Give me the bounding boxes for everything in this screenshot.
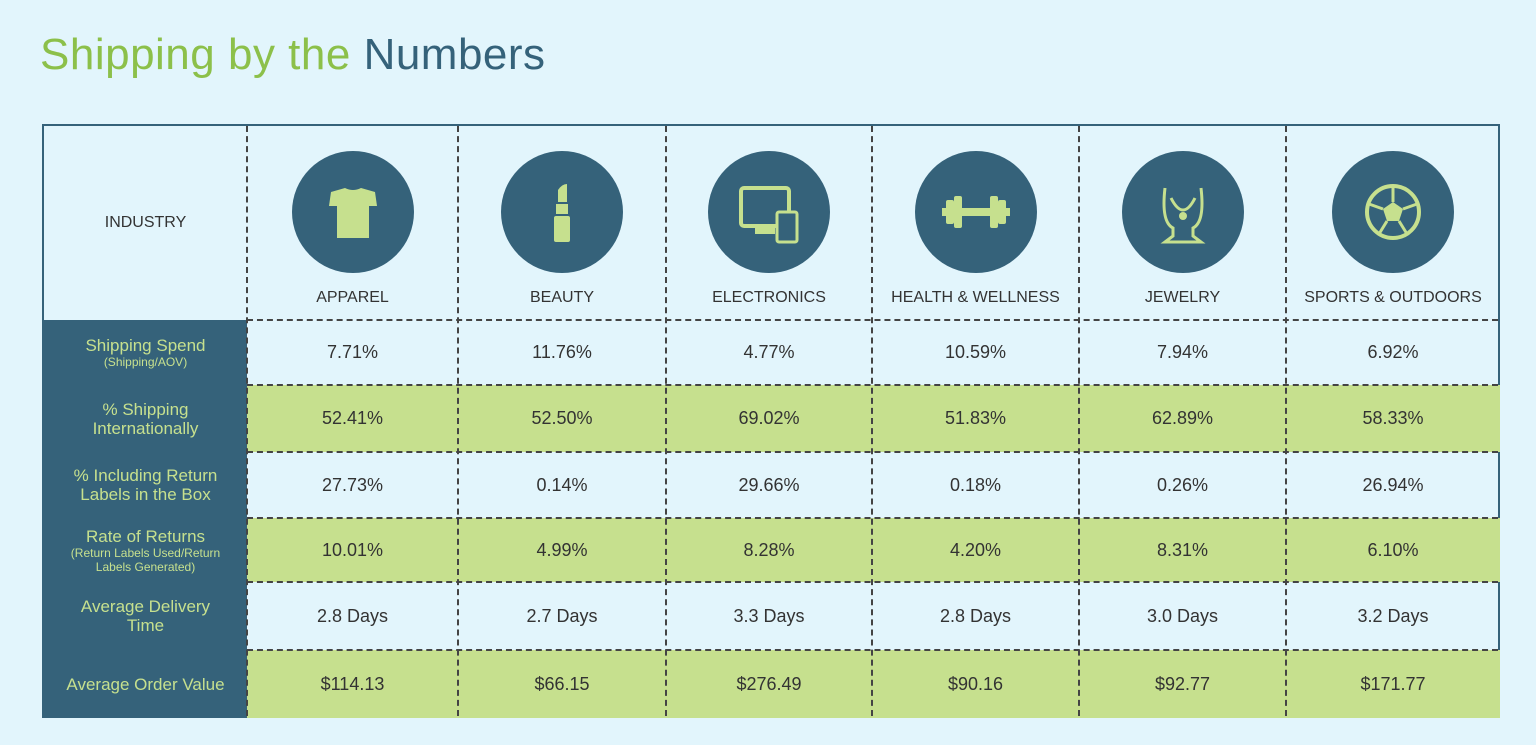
- dumbbell-circle: [914, 151, 1037, 273]
- soccer-ball-icon: [1365, 184, 1421, 240]
- industry-name: JEWELRY: [1144, 289, 1221, 306]
- table-cell: 6.92%: [1367, 342, 1419, 362]
- dumbbell-icon: [941, 196, 1010, 228]
- table-cell: 0.14%: [536, 474, 588, 495]
- table-cell: 0.26%: [1156, 474, 1209, 495]
- table-cell: 11.76%: [532, 342, 592, 362]
- table-cell: 3.0 Days: [1146, 605, 1219, 626]
- row-label: Shipping Spend (Shipping/AOV): [44, 320, 247, 385]
- row-label-text: Average Delivery Time: [80, 597, 211, 635]
- table-cell: 69.02%: [666, 385, 872, 452]
- table-cell: 62.89%: [1079, 385, 1286, 452]
- industry-name: SPORTS & OUTDOORS: [1304, 289, 1482, 306]
- row-divider: [247, 451, 1498, 453]
- table-cell: 29.66%: [738, 474, 800, 495]
- table-cell: 8.28%: [666, 518, 872, 582]
- table-cell: 7.71%: [326, 342, 379, 362]
- row-label-sub: (Return Labels Used/Return Labels Genera…: [70, 545, 221, 574]
- row-label-text: % Shipping Internationally: [92, 399, 199, 438]
- table-cell: 27.73%: [321, 474, 384, 495]
- page-title: Shipping by the Numbers: [40, 30, 546, 79]
- table-cell: 10.59%: [944, 342, 1007, 362]
- table-cell: 58.33%: [1286, 385, 1500, 452]
- row-label: Average Delivery Time: [44, 582, 247, 650]
- table-cell: 0.18%: [949, 474, 1002, 495]
- industry-name: ELECTRONICS: [712, 289, 826, 306]
- industry-header: INDUSTRY: [104, 214, 187, 231]
- column-divider: [1078, 126, 1080, 716]
- tshirt-circle: [291, 151, 414, 273]
- soccer-ball-circle: [1332, 151, 1454, 273]
- lipstick-icon: [554, 184, 570, 242]
- table-cell: 2.8 Days: [316, 605, 389, 626]
- row-label-text: Average Order Value: [66, 674, 225, 694]
- column-divider: [1285, 126, 1287, 716]
- table-cell: 6.10%: [1286, 518, 1500, 582]
- industry-name: BEAUTY: [529, 289, 594, 306]
- row-label-text: Rate of Returns: [85, 526, 206, 546]
- table-cell: 3.3 Days: [733, 605, 805, 626]
- necklace-icon: [1160, 187, 1205, 244]
- row-divider: [247, 517, 1498, 519]
- column-divider: [665, 126, 667, 716]
- table-cell: 4.99%: [458, 518, 666, 582]
- tshirt-icon: [328, 188, 377, 238]
- necklace-circle: [1121, 151, 1244, 273]
- table-cell: 52.41%: [247, 385, 458, 452]
- row-label: Rate of Returns (Return Labels Used/Retur…: [44, 518, 247, 582]
- lipstick-circle: [501, 151, 623, 273]
- table-cell: 2.7 Days: [526, 605, 598, 626]
- row-label-text: % Including Return Labels in the Box: [73, 466, 218, 504]
- column-divider: [246, 126, 248, 716]
- table-cell: 52.50%: [458, 385, 666, 452]
- table-cell: 7.94%: [1156, 342, 1209, 362]
- computer-tablet-icon: [739, 186, 799, 244]
- column-divider: [457, 126, 459, 716]
- industry-name: HEALTH & WELLNESS: [891, 289, 1060, 306]
- shipping-table: INDUSTRY Shipping Spend (Shipping/AOV) 7.7…: [42, 124, 1500, 718]
- row-label-sub: (Shipping/AOV): [103, 355, 188, 369]
- table-cell: $92.77: [1079, 650, 1286, 718]
- row-label-text: Shipping Spend: [85, 336, 206, 355]
- table-cell: 51.83%: [872, 385, 1079, 452]
- row-label: % Shipping Internationally: [44, 385, 247, 452]
- table-cell: 26.94%: [1362, 474, 1424, 495]
- row-label: Average Order Value: [44, 650, 247, 718]
- row-divider: [247, 384, 1498, 386]
- table-cell: $171.77: [1286, 650, 1500, 718]
- row-divider: [247, 581, 1498, 583]
- industry-name: APPAREL: [316, 289, 389, 306]
- table-cell: $90.16: [872, 650, 1079, 718]
- row-divider: [247, 649, 1498, 651]
- table-cell: $276.49: [666, 650, 872, 718]
- row-divider: [247, 319, 1498, 321]
- table-cell: 4.77%: [743, 342, 795, 362]
- table-cell: 2.8 Days: [939, 605, 1012, 626]
- table-cell: 4.20%: [872, 518, 1079, 582]
- row-label: % Including Return Labels in the Box: [44, 452, 247, 518]
- table-cell: 8.31%: [1079, 518, 1286, 582]
- column-divider: [871, 126, 873, 716]
- table-cell: 10.01%: [247, 518, 458, 582]
- table-cell: $66.15: [458, 650, 666, 718]
- table-cell: $114.13: [247, 650, 458, 718]
- computer-tablet-circle: [708, 151, 830, 273]
- table-cell: 3.2 Days: [1357, 605, 1429, 626]
